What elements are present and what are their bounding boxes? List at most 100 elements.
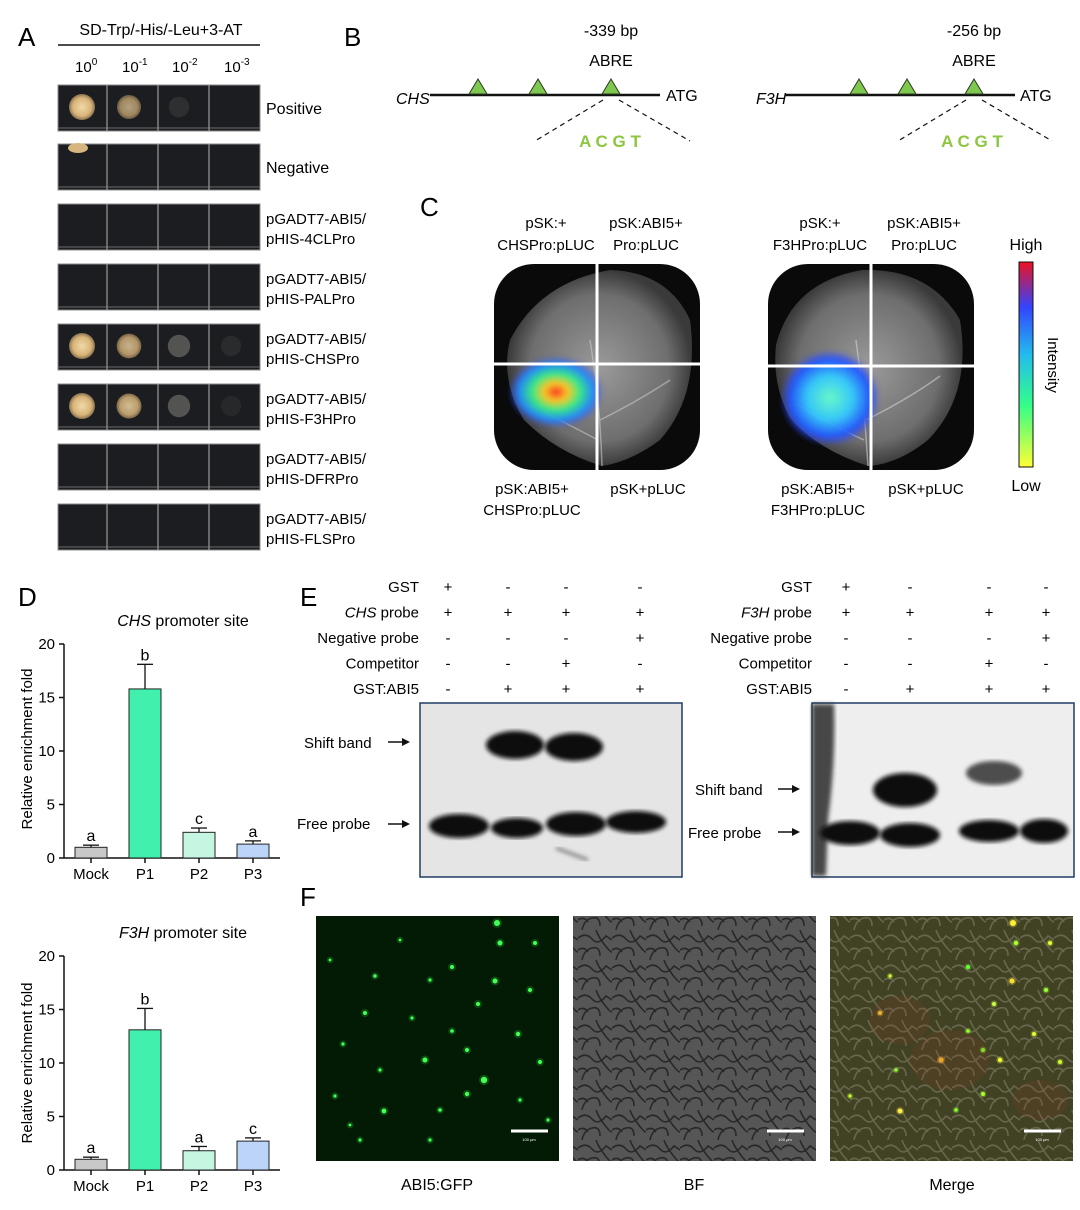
condition-sign: - bbox=[506, 579, 511, 596]
dilution-label: 10-2 bbox=[172, 57, 198, 76]
plate-row: pGADT7-ABI5/pHIS-F3HPro bbox=[57, 383, 367, 431]
micrograph-background bbox=[573, 916, 816, 1161]
gfp-spot bbox=[476, 1002, 480, 1006]
condition-text: GST:ABI5 bbox=[746, 681, 812, 698]
dilution-exponent: -3 bbox=[241, 57, 250, 68]
condition-sign: + bbox=[985, 656, 994, 673]
promoter-map-f3h: F3H -256 bp ABRE ATG A C G T bbox=[756, 23, 1053, 151]
gfp-spot bbox=[410, 1016, 414, 1020]
condition-sign: + bbox=[1042, 681, 1051, 698]
gfp-spot bbox=[438, 1108, 442, 1112]
dilution-base: 10 bbox=[172, 59, 189, 76]
gfp-spot bbox=[450, 1029, 454, 1033]
yeast-colony bbox=[116, 393, 142, 419]
plate-strip bbox=[57, 203, 261, 251]
yeast-colony bbox=[69, 393, 95, 419]
bar-p1 bbox=[128, 1029, 162, 1171]
condition-sign: + bbox=[636, 681, 645, 698]
shift-band-label: Shift band bbox=[304, 735, 372, 752]
condition-label: CHS probe bbox=[345, 605, 419, 622]
yeast-colony bbox=[220, 335, 242, 357]
condition-sign: + bbox=[636, 630, 645, 647]
merge-spot bbox=[997, 1057, 1003, 1063]
condition-gene: CHS bbox=[345, 605, 377, 622]
y-axis-label: Relative enrichment fold bbox=[19, 983, 36, 1144]
chart-title: CHS promoter site bbox=[117, 613, 249, 630]
yeast-colony bbox=[220, 395, 242, 417]
yeast-colony bbox=[69, 333, 95, 359]
x-tick-label: P3 bbox=[244, 866, 262, 883]
gfp-spot bbox=[515, 1031, 521, 1037]
abre-triangle bbox=[897, 78, 917, 95]
plate-row: pGADT7-ABI5/pHIS-CHSPro bbox=[57, 323, 367, 371]
yeast-colony bbox=[116, 333, 142, 359]
panel-c-letter: C bbox=[420, 192, 439, 222]
leaf-label-top-left: F3HPro:pLUC bbox=[773, 237, 867, 254]
zoom-line bbox=[981, 99, 1053, 142]
leaf-label-top-right: pSK:ABI5+ bbox=[609, 215, 683, 232]
promoter-gene: F3H bbox=[756, 91, 787, 108]
x-tick-label: Mock bbox=[73, 866, 109, 883]
y-tick-label: 0 bbox=[47, 1162, 55, 1179]
significance-letter: c bbox=[249, 1121, 257, 1138]
chart-title-rest: promoter site bbox=[149, 925, 247, 942]
condition-sign: - bbox=[908, 656, 913, 673]
micrograph-caption: Merge bbox=[929, 1177, 974, 1194]
condition-sign: + bbox=[504, 681, 513, 698]
leaf-label-bottom-left: F3HPro:pLUC bbox=[771, 502, 865, 519]
panel-b: B CHS -339 bp ABRE ATG A C G T F3H -256 … bbox=[344, 22, 1053, 151]
promoter-element: ABRE bbox=[589, 53, 633, 70]
yeast-colony bbox=[116, 94, 142, 120]
leaf-label-top-left: pSK:+ bbox=[799, 215, 841, 232]
scale-bar-text: 100 μm bbox=[522, 1137, 536, 1142]
merge-fluorescent-spots bbox=[846, 918, 1068, 1120]
blot-frame bbox=[419, 702, 683, 878]
x-tick-label: P2 bbox=[190, 1178, 208, 1195]
condition-sign: - bbox=[564, 630, 569, 647]
free-probe-band bbox=[880, 823, 940, 847]
panel-c: C pSK:+ CHSPro:pLUC pSK:ABI5+ Pro:pLUC p… bbox=[420, 192, 1061, 519]
leaf-label-bottom-left: pSK:ABI5+ bbox=[781, 481, 855, 498]
panel-a-letter: A bbox=[18, 22, 36, 52]
merge-spot bbox=[878, 1011, 882, 1015]
condition-sign: + bbox=[1042, 630, 1051, 647]
emsa-blot-chs: Shift band Free probe bbox=[297, 702, 683, 878]
leaf-label-bottom-left: pSK:ABI5+ bbox=[495, 481, 569, 498]
free-probe-band bbox=[546, 812, 606, 836]
construct-label: pGADT7-ABI5/ bbox=[266, 271, 367, 288]
blot-haze bbox=[421, 704, 681, 876]
dilution-base: 10 bbox=[75, 59, 92, 76]
gfp-spot bbox=[497, 940, 503, 946]
merge-spot bbox=[992, 1002, 996, 1006]
promoter-position: -339 bp bbox=[584, 23, 638, 40]
bar-mock bbox=[74, 1158, 108, 1171]
panel-f: F 100 μm ABI5:GFP 100 μm BF 100 μm Merge bbox=[300, 882, 1073, 1194]
micrograph-caption: BF bbox=[684, 1177, 705, 1194]
construct-label: pHIS-4CLPro bbox=[266, 231, 355, 248]
merge-spot bbox=[966, 965, 970, 969]
merge-spot bbox=[1044, 988, 1048, 992]
y-tick-label: 5 bbox=[47, 1109, 55, 1126]
micrograph-background bbox=[316, 916, 559, 1161]
condition-sign: + bbox=[444, 579, 453, 596]
dilution-exponent: -2 bbox=[189, 57, 198, 68]
construct-label: pHIS-CHSPro bbox=[266, 351, 359, 368]
y-tick-label: 20 bbox=[38, 948, 55, 965]
plate-row: pGADT7-ABI5/pHIS-4CLPro bbox=[57, 203, 367, 251]
x-tick-label: P1 bbox=[136, 1178, 154, 1195]
condition-sign: - bbox=[564, 579, 569, 596]
condition-sign: + bbox=[906, 605, 915, 622]
condition-sign: + bbox=[444, 605, 453, 622]
condition-sign: - bbox=[908, 630, 913, 647]
plate-strip bbox=[57, 143, 261, 191]
bar-p3 bbox=[236, 1140, 270, 1171]
free-probe-band bbox=[491, 818, 543, 838]
gfp-spot bbox=[373, 974, 377, 978]
panel-d-letter: D bbox=[18, 582, 37, 612]
plate-row: pGADT7-ABI5/pHIS-DFRPro bbox=[57, 443, 367, 491]
significance-letter: a bbox=[87, 828, 96, 845]
gfp-spot bbox=[533, 941, 537, 945]
condition-sign: - bbox=[506, 656, 511, 673]
gfp-spot bbox=[528, 988, 532, 992]
